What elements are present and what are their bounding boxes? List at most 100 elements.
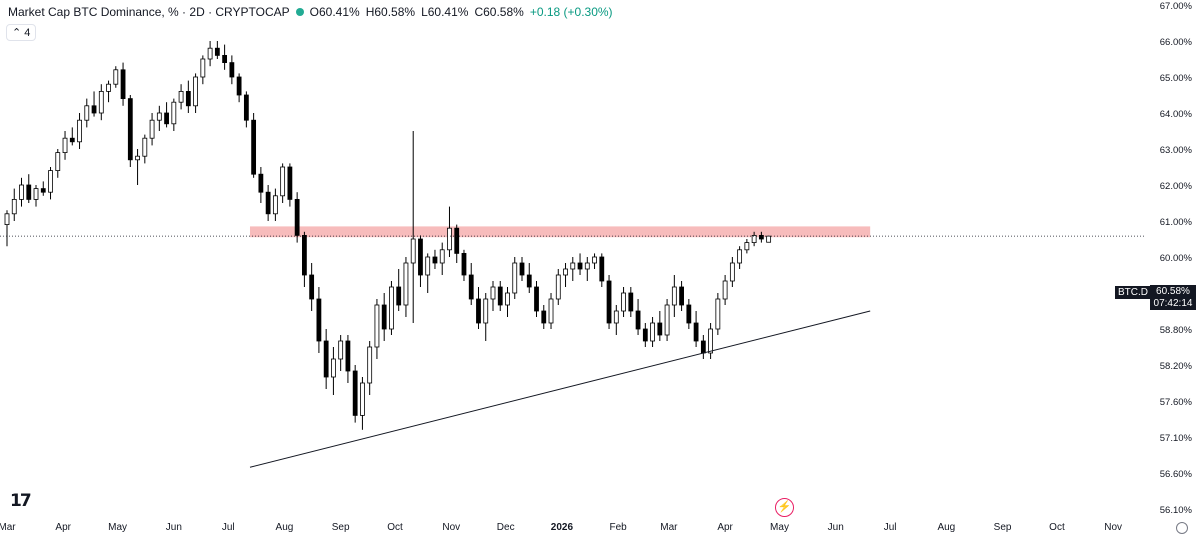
candle-body-up [664, 304, 670, 336]
candle [635, 299, 641, 335]
candle [345, 335, 351, 383]
candle [185, 80, 191, 113]
candle [272, 188, 278, 221]
tradingview-logo-icon[interactable]: 17 [10, 491, 32, 511]
candle [381, 293, 387, 341]
candle-body-up [403, 262, 409, 306]
support-trendline[interactable] [249, 310, 871, 468]
x-axis: Mar Apr May Jun Jul Aug Sep Oct Nov Dec 2026 Feb Mar… [0, 522, 1122, 533]
candle-body-up [113, 69, 119, 85]
y-tick-label: 56.10% [1160, 505, 1193, 516]
candle [577, 253, 583, 275]
candle [367, 341, 373, 395]
candle [403, 257, 409, 317]
candle-body-down [352, 370, 358, 416]
candle-body-down [287, 166, 293, 200]
candle-body-up [77, 119, 82, 143]
candle-body-up [331, 358, 336, 378]
candle-body-down [519, 262, 525, 276]
candle [526, 263, 532, 293]
candle [207, 41, 213, 67]
candle [156, 105, 162, 131]
candle [352, 365, 358, 423]
candle [439, 242, 445, 275]
x-tick-label: Jun [166, 522, 182, 533]
candle [106, 80, 111, 103]
candle [171, 98, 177, 131]
candle [331, 347, 336, 395]
x-tick-label: Jun [828, 522, 844, 533]
candle [570, 257, 576, 281]
candle [236, 73, 242, 103]
candle [178, 84, 184, 110]
flash-icon[interactable]: ⚡ [775, 498, 794, 517]
candle [700, 335, 706, 359]
candle [280, 163, 286, 203]
candle [309, 263, 315, 311]
candle [294, 192, 300, 243]
candle-body-up [19, 184, 24, 200]
bar-countdown: 07:42:14 [1153, 298, 1193, 309]
candle [758, 231, 764, 243]
candle-body-down [258, 173, 264, 193]
candle-body-up [555, 274, 561, 300]
candle [40, 181, 46, 196]
candle [584, 257, 590, 281]
legend-title[interactable]: Market Cap BTC Dominance, % · 2D · CRYPT… [8, 5, 290, 19]
candle-body-up [737, 249, 743, 264]
resistance-zone-rect[interactable] [249, 226, 871, 238]
candle-body-up [548, 298, 554, 324]
candle-body-down [541, 310, 547, 324]
candle-body-down [91, 105, 97, 114]
candle [751, 231, 757, 247]
market-status-icon [295, 8, 304, 16]
candle [149, 113, 155, 146]
candle-body-down [476, 298, 481, 324]
candle-body-down [323, 340, 329, 378]
candle [91, 91, 97, 117]
candle-body-up [84, 105, 90, 121]
candle [258, 167, 264, 203]
candle [628, 287, 634, 317]
candle [642, 323, 648, 347]
candle-body-up [98, 91, 104, 114]
x-tick-label: May [108, 522, 127, 533]
candle-body-up [4, 213, 10, 226]
legend-close: C60.58% [474, 5, 524, 19]
candle [26, 174, 32, 203]
candle-body-up [650, 322, 655, 342]
candle [33, 185, 39, 207]
x-tick-label: Jul [222, 522, 235, 533]
x-tick-label: Dec [497, 522, 515, 533]
candle-body-up [367, 346, 373, 384]
candle-body-down [229, 62, 235, 78]
candle [360, 377, 365, 430]
x-tick-label: Sep [332, 522, 350, 533]
candle-body-down [461, 252, 467, 276]
settings-icon[interactable] [1176, 522, 1188, 534]
candle-body-up [715, 298, 721, 330]
current-price-label: 60.58% 07:42:14 [1150, 285, 1196, 310]
y-tick-label: 58.80% [1160, 325, 1193, 336]
candle-body-down [700, 340, 706, 354]
indicator-toggle-button[interactable]: ⌃ 4 [6, 24, 37, 41]
candle-body-down [468, 274, 474, 300]
candle-body-up [389, 286, 394, 330]
candle-body-down [222, 55, 228, 64]
candle [4, 210, 10, 247]
candle-body-down [120, 69, 126, 100]
candle [84, 98, 90, 128]
candle [113, 66, 119, 88]
candle [599, 253, 605, 287]
candle-body-down [454, 227, 460, 254]
candle [766, 235, 772, 243]
x-tick-label: Aug [937, 522, 955, 533]
candle-body-down [577, 262, 583, 270]
candle-body-up [563, 268, 568, 276]
y-tick-label: 62.00% [1160, 181, 1193, 192]
candle [62, 131, 68, 160]
candle [468, 263, 474, 305]
candle-body-up [722, 280, 728, 300]
x-tick-label: Jul [884, 522, 897, 533]
